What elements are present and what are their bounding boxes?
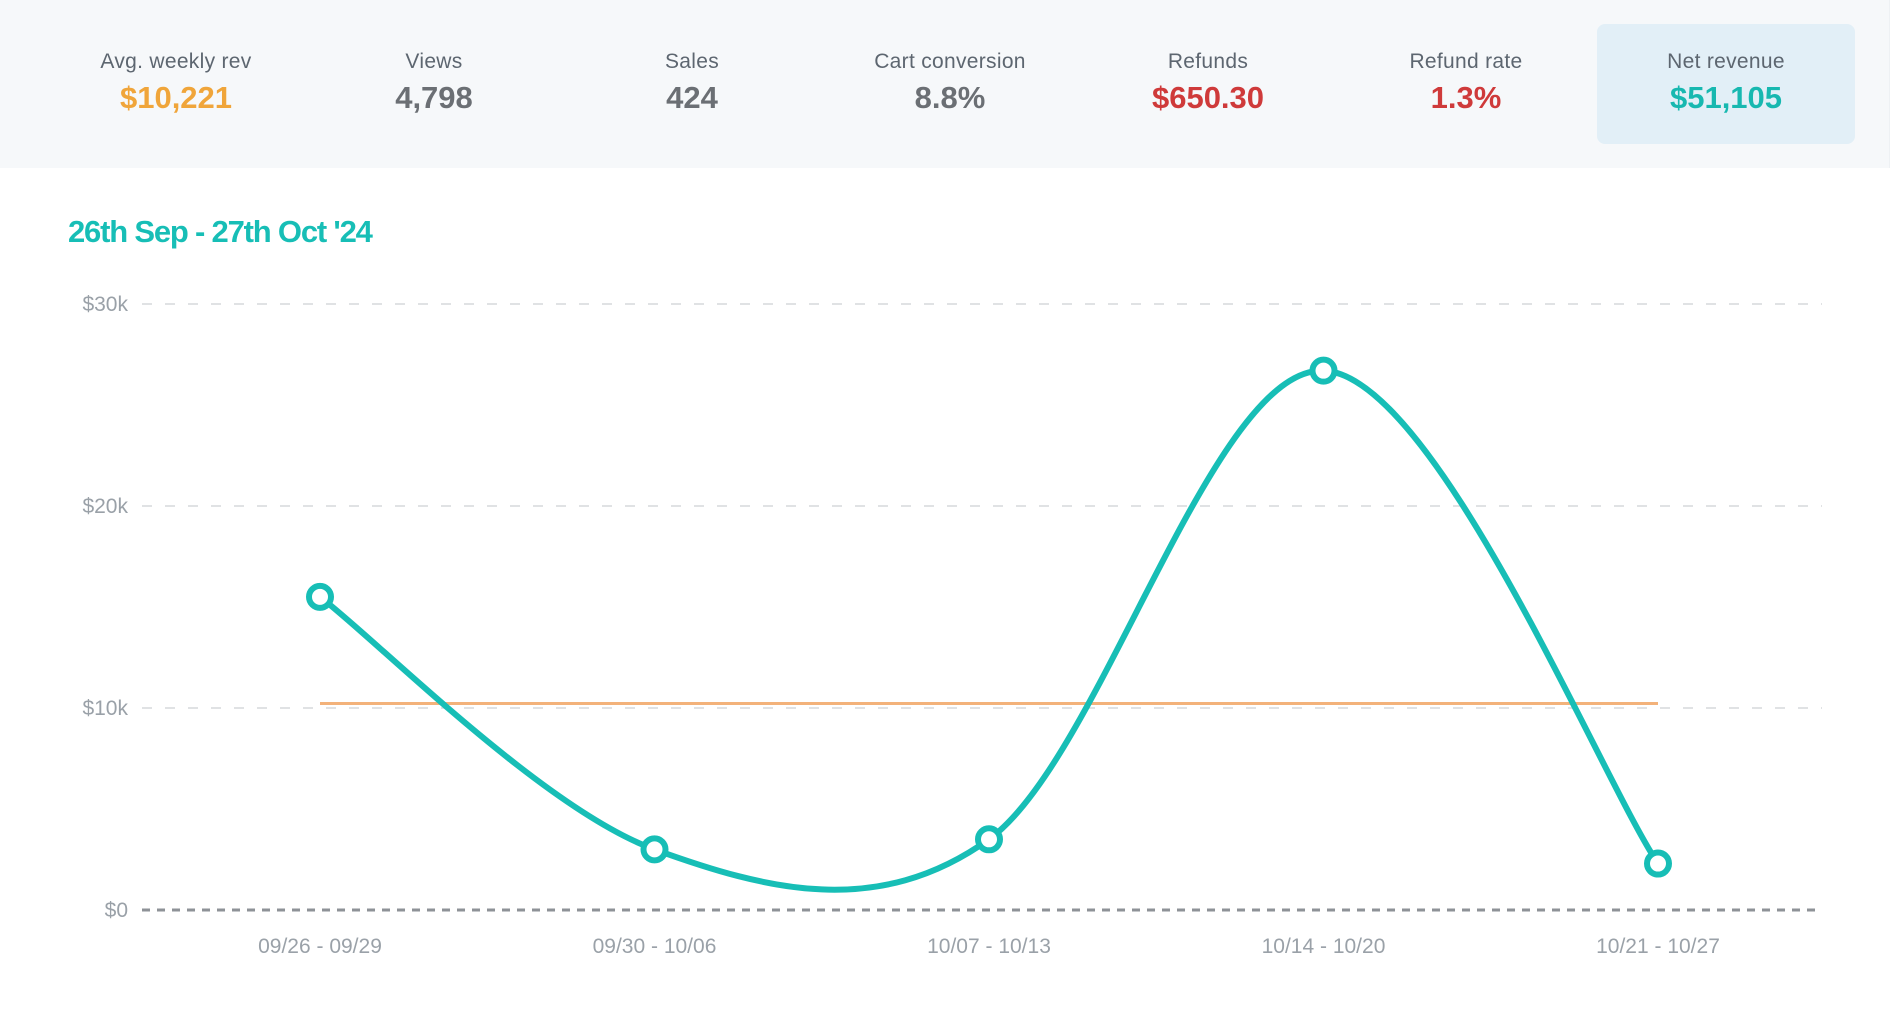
data-point xyxy=(1644,849,1672,878)
stat-label: Refund rate xyxy=(1409,50,1523,73)
stat-value: 1.3% xyxy=(1430,80,1502,115)
chart-title: 26th Sep - 27th Oct '24 xyxy=(68,214,373,249)
stat-value: $650.30 xyxy=(1151,80,1265,115)
stat-sales: Sales 424 xyxy=(563,24,821,144)
y-tick-label: $0 xyxy=(105,899,128,922)
revenue-line-chart: $0 $10k $20k $30k 09/26 - 09/29 09/30 - 10/06… xyxy=(82,293,1822,958)
stat-label: Avg. weekly rev xyxy=(100,50,252,73)
stat-views: Views 4,798 xyxy=(305,24,563,144)
x-tick-label: 09/30 - 10/06 xyxy=(593,935,717,958)
stat-value: $51,105 xyxy=(1669,80,1783,115)
stat-net-revenue[interactable]: Net revenue $51,105 xyxy=(1597,24,1855,144)
stat-label: Cart conversion xyxy=(874,50,1026,73)
data-point xyxy=(1309,356,1338,385)
stat-value: 424 xyxy=(666,80,718,115)
stat-label: Sales xyxy=(664,50,720,73)
x-tick-label: 10/14 - 10/20 xyxy=(1262,935,1386,958)
chart-panel: 26th Sep - 27th Oct '24 $0 $10k $20k $30k 09… xyxy=(12,168,1890,1036)
stat-label: Net revenue xyxy=(1667,50,1785,73)
x-tick-label: 09/26 - 09/29 xyxy=(258,935,382,958)
stat-label: Refunds xyxy=(1167,50,1249,73)
stat-refund-rate: Refund rate 1.3% xyxy=(1337,24,1595,144)
y-tick-label: $30k xyxy=(82,293,128,316)
stat-value: $10,221 xyxy=(119,80,233,115)
net-revenue-line xyxy=(317,367,1661,893)
x-tick-label: 10/21 - 10/27 xyxy=(1596,935,1720,958)
y-tick-label: $10k xyxy=(82,697,128,720)
data-point xyxy=(640,835,669,864)
stat-label: Views xyxy=(405,50,463,73)
stat-value: 8.8% xyxy=(914,80,986,115)
data-point xyxy=(306,582,334,611)
x-tick-label: 10/07 - 10/13 xyxy=(927,935,1051,958)
stat-avg-weekly-rev: Avg. weekly rev $10,221 xyxy=(47,24,305,144)
stat-refunds: Refunds $650.30 xyxy=(1079,24,1337,144)
stats-bar: Avg. weekly rev $10,221 Views 4,798 Sale… xyxy=(0,0,1890,168)
stat-cart-conversion: Cart conversion 8.8% xyxy=(821,24,1079,144)
y-tick-label: $20k xyxy=(82,495,128,518)
data-point xyxy=(975,825,1003,854)
stat-value: 4,798 xyxy=(395,80,473,115)
